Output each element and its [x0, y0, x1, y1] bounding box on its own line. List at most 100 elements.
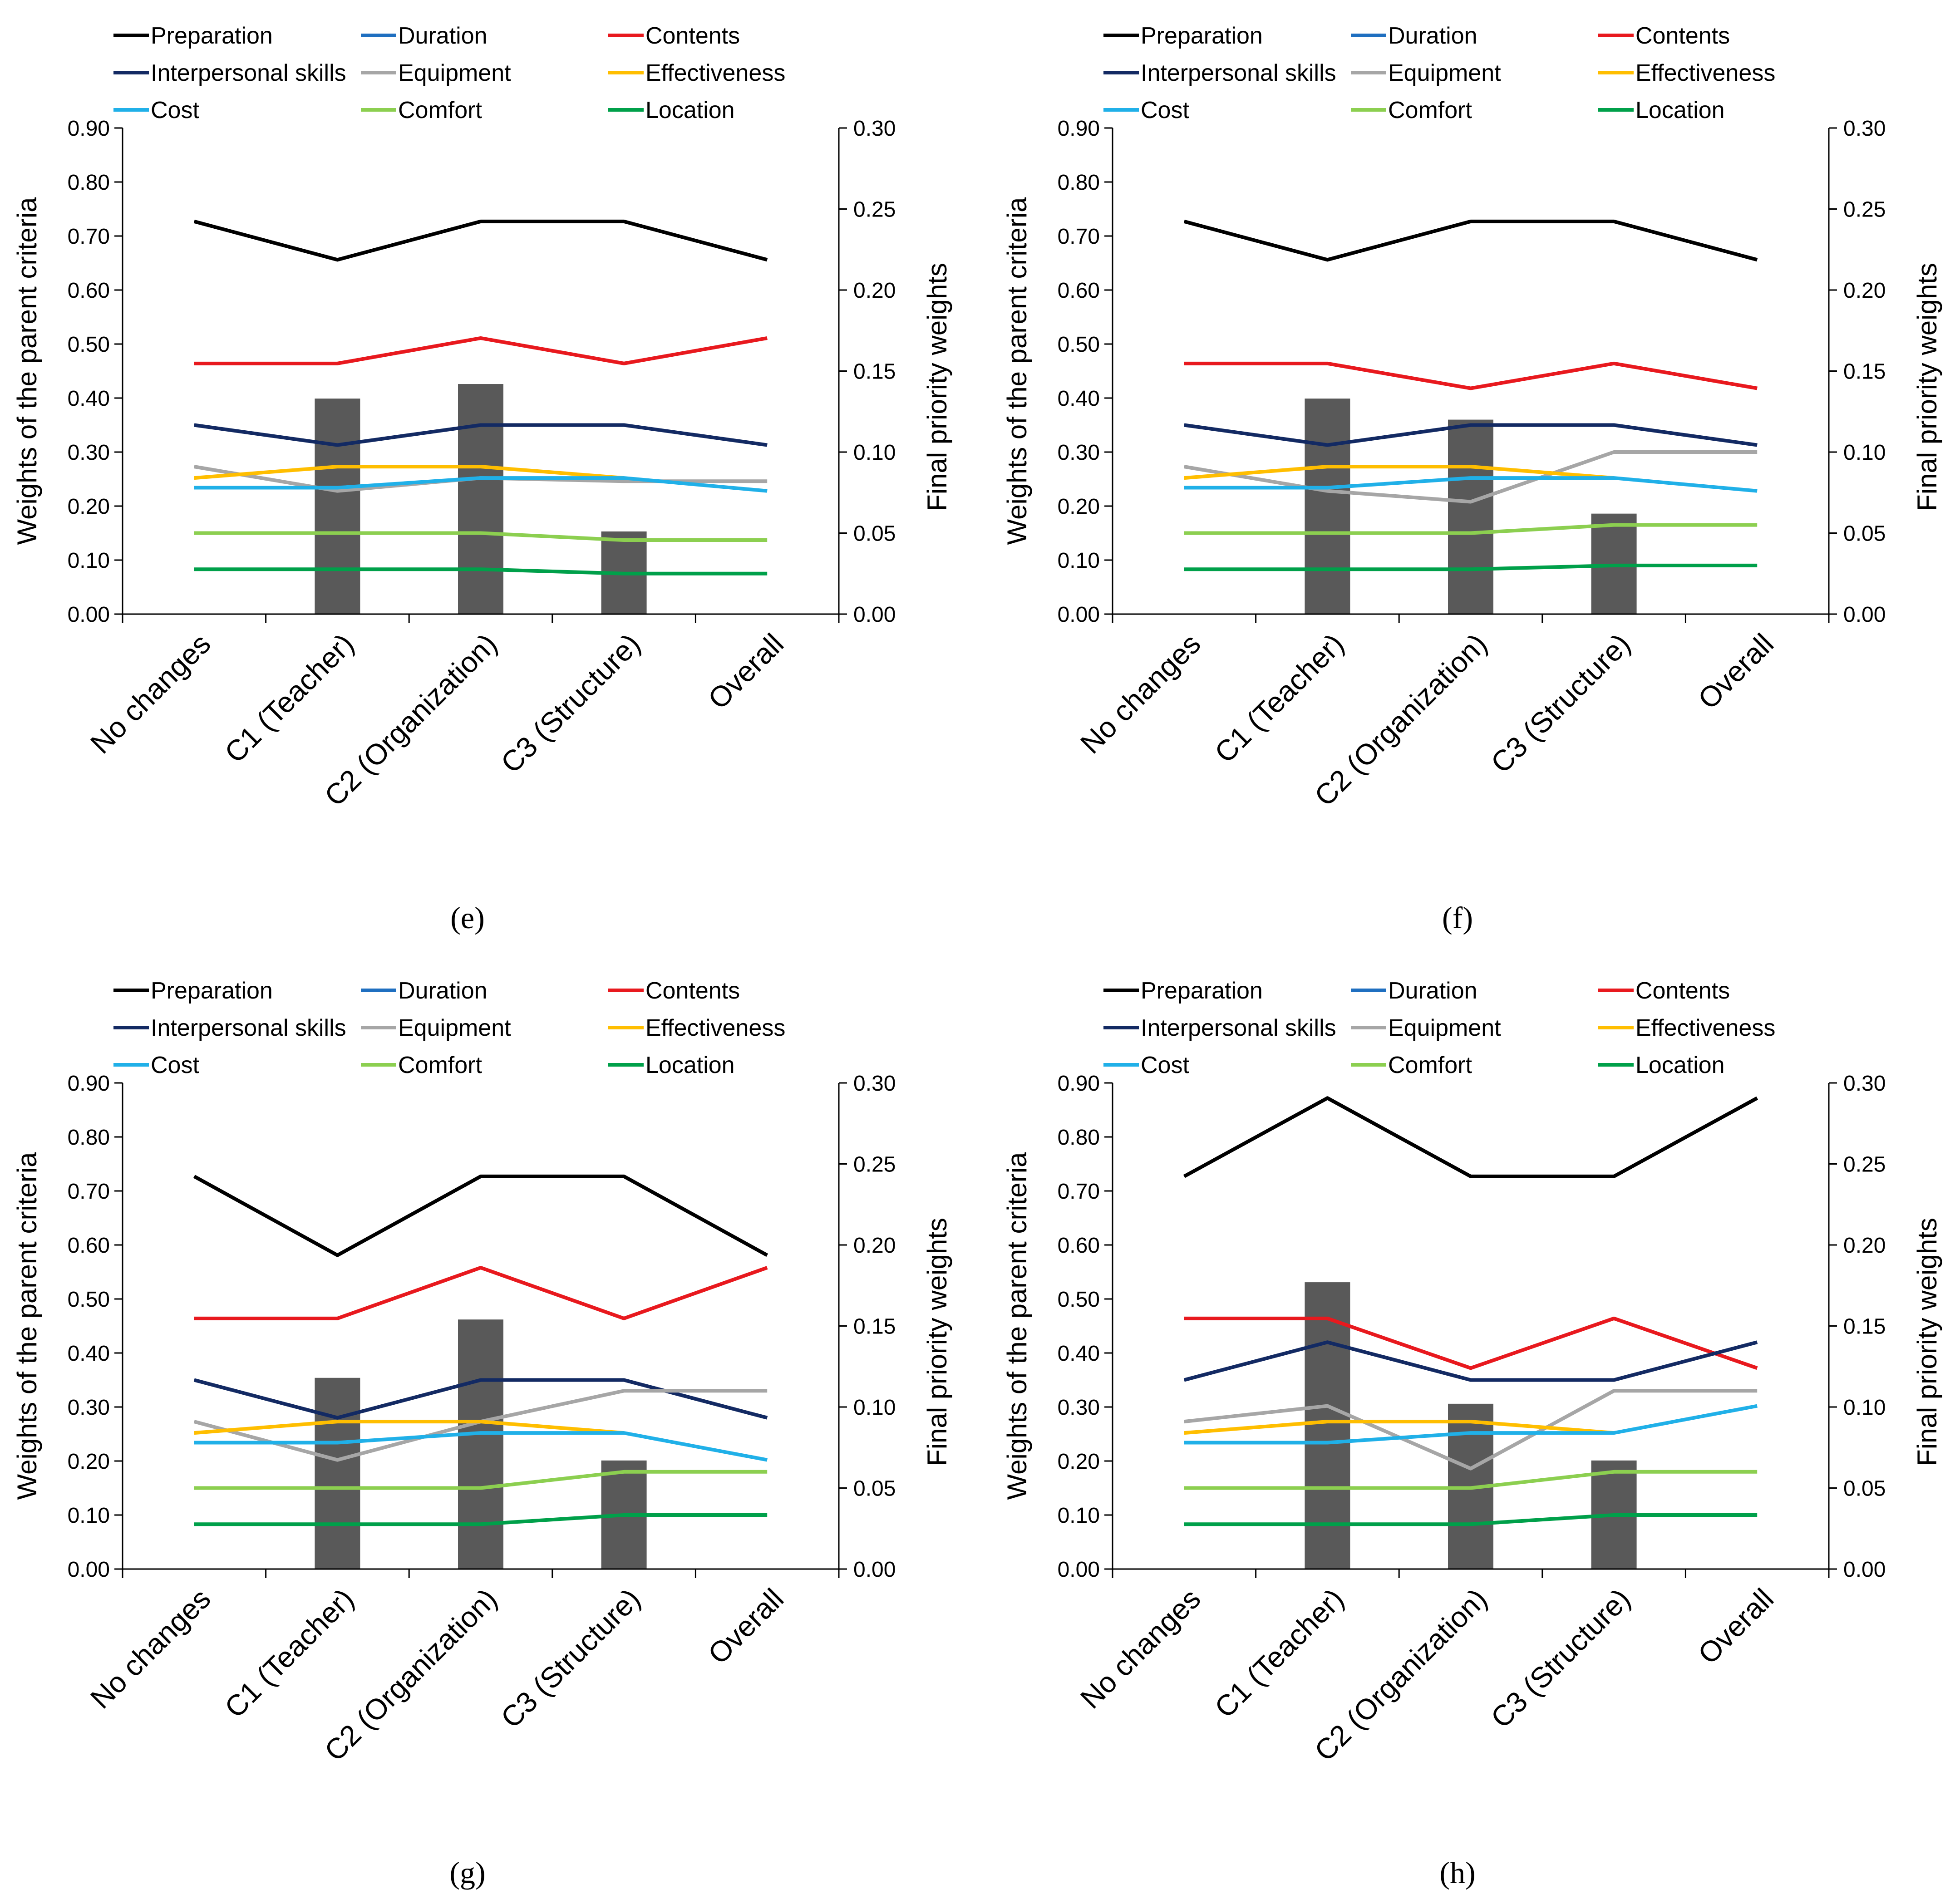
series-line: [193, 1174, 768, 1257]
y2-tick-label: 0.05: [853, 522, 896, 546]
y-tick-label: 0.20: [68, 1450, 110, 1474]
series-line: [194, 1265, 768, 1320]
y-tick-label: 0.10: [1058, 549, 1100, 573]
series-line: [194, 465, 624, 480]
y-tick-label: 0.60: [1058, 1234, 1100, 1258]
legend-label: Equipment: [398, 1015, 511, 1041]
y-axis-title: Weights of the parent criteria: [1002, 1152, 1032, 1500]
y2-axis-title: Final priority weights: [1912, 1218, 1942, 1466]
y-tick-label: 0.00: [68, 1558, 110, 1582]
legend-label: Interpersonal skills: [151, 1015, 346, 1041]
series-line: [1183, 1096, 1758, 1178]
y-tick-label: 0.70: [1058, 225, 1100, 249]
legend-label: Interpersonal skills: [1141, 60, 1336, 86]
y2-axis-title: Final priority weights: [922, 1218, 952, 1466]
y-tick-label: 0.90: [68, 1072, 110, 1096]
y2-tick-label: 0.10: [1843, 1396, 1886, 1420]
x-tick-label: No changes: [1074, 1582, 1207, 1715]
series-line: [1184, 563, 1758, 571]
y2-tick-label: 0.25: [853, 1153, 896, 1177]
y2-tick-label: 0.00: [1843, 603, 1886, 627]
y2-tick-label: 0.20: [853, 279, 896, 303]
y2-tick-label: 0.30: [1843, 117, 1886, 141]
y2-tick-label: 0.00: [1843, 1558, 1886, 1582]
legend-label: Location: [1635, 97, 1725, 123]
y-tick-label: 0.40: [68, 1342, 110, 1366]
panel-caption: (f): [1442, 900, 1473, 935]
legend-label: Effectiveness: [1635, 60, 1775, 86]
series-line: [194, 476, 768, 493]
panel-caption: (h): [1439, 1855, 1475, 1890]
y-tick-label: 0.80: [1058, 1126, 1100, 1150]
y2-tick-label: 0.15: [1843, 360, 1886, 384]
y2-tick-label: 0.00: [853, 603, 896, 627]
x-tick-label: Overall: [1692, 627, 1780, 715]
series-line: [1184, 1389, 1758, 1471]
y-tick-label: 0.00: [1058, 1558, 1100, 1582]
y-tick-label: 0.70: [68, 225, 110, 249]
series-line: [194, 531, 768, 542]
legend-label: Comfort: [398, 97, 482, 123]
legend-label: Contents: [1635, 978, 1730, 1004]
bar: [458, 1319, 503, 1569]
y-tick-label: 0.30: [68, 441, 110, 465]
y-tick-label: 0.60: [68, 279, 110, 303]
legend-label: Cost: [1141, 1052, 1189, 1078]
legend-label: Duration: [1388, 978, 1477, 1004]
legend-label: Equipment: [1388, 60, 1501, 86]
y2-tick-label: 0.15: [1843, 1315, 1886, 1339]
x-tick-label: Overall: [1692, 1582, 1780, 1670]
y2-tick-label: 0.20: [1843, 279, 1886, 303]
series-line: [1184, 476, 1758, 493]
legend-label: Contents: [645, 978, 740, 1004]
y-axis-title: Weights of the parent criteria: [1002, 197, 1032, 545]
y-tick-label: 0.50: [68, 333, 110, 357]
series-line: [1184, 450, 1758, 504]
y-tick-label: 0.80: [1058, 171, 1100, 195]
legend-label: Contents: [645, 23, 740, 49]
legend-label: Comfort: [1388, 97, 1472, 123]
series-line: [1184, 1420, 1614, 1435]
bar: [315, 1378, 360, 1569]
bar: [1305, 398, 1350, 614]
legend-label: Interpersonal skills: [151, 60, 346, 86]
y-tick-label: 0.90: [68, 117, 110, 141]
panel-caption: (g): [449, 1855, 485, 1890]
series-line: [1184, 465, 1614, 480]
series-line: [1183, 219, 1758, 262]
y-tick-label: 0.70: [68, 1180, 110, 1204]
y2-tick-label: 0.20: [853, 1234, 896, 1258]
y2-tick-label: 0.10: [853, 1396, 896, 1420]
legend-label: Effectiveness: [645, 60, 785, 86]
legend-label: Effectiveness: [645, 1015, 785, 1041]
legend-label: Preparation: [1141, 978, 1263, 1004]
x-tick-label: C1 (Teacher): [218, 627, 360, 769]
y2-tick-label: 0.30: [1843, 1072, 1886, 1096]
series-line: [193, 219, 768, 262]
y-tick-label: 0.40: [1058, 1342, 1100, 1366]
y-tick-label: 0.40: [1058, 387, 1100, 411]
y2-tick-label: 0.25: [853, 198, 896, 222]
y-axis-title: Weights of the parent criteria: [12, 1152, 42, 1500]
y-tick-label: 0.20: [1058, 1450, 1100, 1474]
y-tick-label: 0.90: [1058, 1072, 1100, 1096]
chart-panel-0: Preparation Duration Contents Interpersonal…: [12, 23, 952, 935]
bar: [1448, 419, 1493, 614]
series-line: [1184, 423, 1758, 447]
y-tick-label: 0.20: [68, 495, 110, 519]
legend-label: Duration: [398, 23, 488, 49]
x-tick-label: Overall: [702, 1582, 790, 1670]
series-line: [1184, 361, 1758, 390]
y-tick-label: 0.10: [1058, 1504, 1100, 1528]
y2-tick-label: 0.05: [853, 1477, 896, 1501]
y-tick-label: 0.30: [1058, 441, 1100, 465]
series-line: [1184, 1404, 1758, 1445]
series-line: [1183, 1340, 1758, 1382]
y2-tick-label: 0.30: [853, 1072, 896, 1096]
x-tick-label: C3 (Structure): [1484, 627, 1636, 779]
y-tick-label: 0.50: [68, 1288, 110, 1312]
y2-tick-label: 0.15: [853, 360, 896, 384]
legend-label: Duration: [1388, 23, 1477, 49]
y2-tick-label: 0.10: [1843, 441, 1886, 465]
